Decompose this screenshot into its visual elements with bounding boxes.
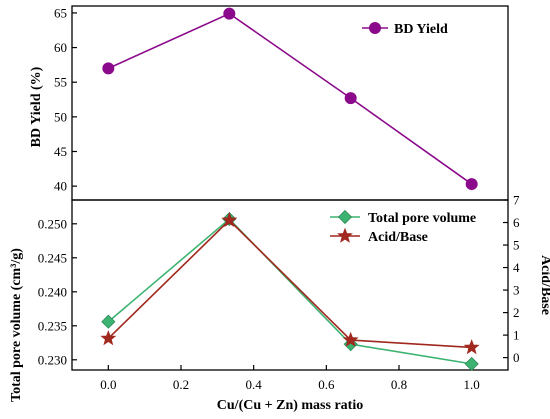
top-y-tick-label: 55 <box>54 75 67 90</box>
top-y-tick-label: 65 <box>54 5 67 20</box>
top-y-tick-label: 45 <box>54 144 67 159</box>
bd-yield-point <box>223 7 236 20</box>
x-tick-label: 0.8 <box>391 377 407 392</box>
right-y-axis-title: Acid/Base <box>538 255 550 315</box>
right-y-tick-label: 1 <box>513 328 520 343</box>
bd-yield-point <box>344 92 357 105</box>
x-axis-title: Cu/(Cu + Zn) mass ratio <box>217 398 363 413</box>
top-y-axis-title: BD Yield (%) <box>29 66 44 147</box>
total-pore-volume-point <box>101 314 116 329</box>
bottom-left-y-tick-label: 0.245 <box>38 250 67 265</box>
bd-yield-point <box>102 62 115 75</box>
bottom-left-y-tick-label: 0.230 <box>38 352 67 367</box>
x-tick-label: 1.0 <box>464 377 480 392</box>
right-y-tick-label: 6 <box>513 215 520 230</box>
legend-acid-base-marker <box>337 227 353 243</box>
x-tick-label: 0.2 <box>173 377 189 392</box>
x-tick-label: 0.0 <box>100 377 116 392</box>
right-y-tick-label: 2 <box>513 305 520 320</box>
bottom-left-y-axis-title: Total pore volume (cm³/g) <box>9 248 24 402</box>
legend-bd-yield-marker <box>369 22 381 34</box>
acid-base-point <box>221 211 238 228</box>
bottom-left-y-tick-label: 0.240 <box>38 284 67 299</box>
bd-yield-line <box>108 12 473 185</box>
bottom-left-y-tick-label: 0.250 <box>38 216 67 231</box>
right-y-tick-label: 3 <box>513 283 520 298</box>
total-pore-volume-line <box>107 217 472 365</box>
acid-base-point <box>342 331 359 347</box>
legend-bd-yield-label: BD Yield <box>394 22 448 37</box>
top-y-tick-label: 50 <box>54 109 67 124</box>
right-y-tick-label: 0 <box>513 350 520 365</box>
right-y-tick-label: 4 <box>513 260 520 275</box>
legend-total-pore-volume-label: Total pore volume <box>368 211 476 226</box>
bd-yield-point <box>465 178 478 191</box>
right-y-tick-label: 7 <box>513 193 520 208</box>
bottom-left-y-tick-label: 0.235 <box>38 318 67 333</box>
right-y-tick-label: 5 <box>513 238 520 253</box>
bottom-panel-frame <box>71 199 509 371</box>
acid-base-point <box>463 339 480 355</box>
acid-base-point <box>100 330 117 346</box>
x-tick-label: 0.4 <box>246 377 263 392</box>
top-y-tick-label: 60 <box>54 40 67 55</box>
acid-base-line <box>107 219 472 349</box>
total-pore-volume-point <box>464 356 479 371</box>
legend-total-pore-volume-marker <box>337 209 353 225</box>
top-y-tick-label: 40 <box>54 179 67 194</box>
legend-acid-base-label: Acid/Base <box>368 230 428 245</box>
x-tick-label: 0.6 <box>318 377 335 392</box>
